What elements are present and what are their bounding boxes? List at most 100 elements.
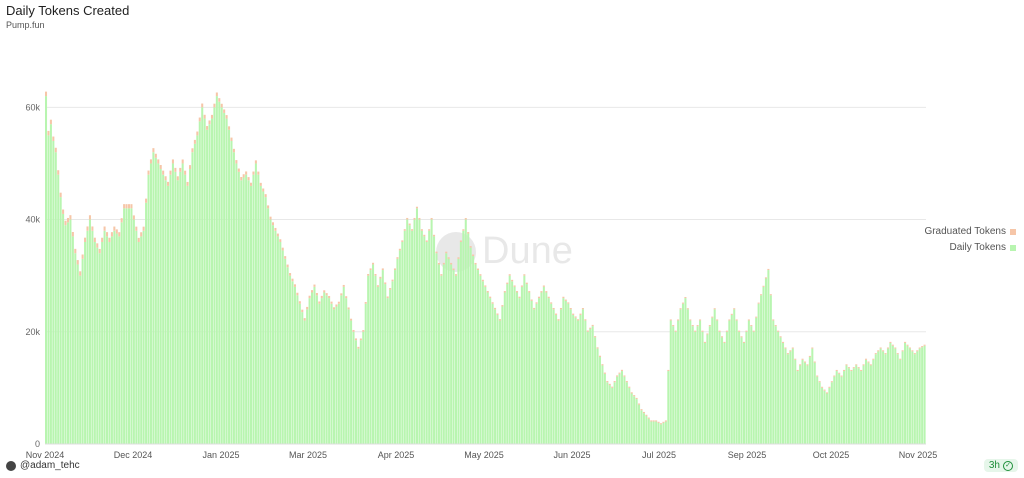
bar-daily bbox=[52, 141, 55, 444]
bar-graduated bbox=[777, 330, 780, 332]
bar-graduated bbox=[574, 316, 577, 318]
bar-daily bbox=[516, 292, 519, 444]
bar-daily bbox=[835, 371, 838, 444]
x-tick-label: Nov 2025 bbox=[899, 450, 938, 460]
bar-graduated bbox=[904, 341, 907, 343]
bar-daily bbox=[684, 298, 687, 444]
dune-watermark: Dune bbox=[436, 230, 573, 273]
bar-daily bbox=[433, 236, 436, 444]
bar-daily bbox=[635, 399, 638, 444]
bar-graduated bbox=[537, 296, 541, 299]
bar-daily bbox=[886, 348, 889, 444]
bar-daily bbox=[284, 258, 287, 444]
bar-daily bbox=[298, 303, 301, 444]
bar-graduated bbox=[206, 126, 209, 130]
bar-graduated bbox=[162, 170, 165, 175]
bar-graduated bbox=[750, 325, 753, 327]
bar-daily bbox=[201, 107, 204, 444]
bar-daily bbox=[398, 250, 401, 444]
bar-graduated bbox=[476, 268, 479, 271]
bar-daily bbox=[452, 270, 455, 444]
bar-graduated bbox=[462, 229, 465, 231]
bar-graduated bbox=[225, 115, 228, 119]
bar-graduated bbox=[752, 330, 755, 332]
bar-daily bbox=[384, 284, 387, 444]
bar-graduated bbox=[237, 168, 240, 172]
bar-daily bbox=[652, 421, 655, 444]
bar-daily bbox=[479, 275, 482, 444]
bar-graduated bbox=[391, 279, 394, 282]
bar-daily bbox=[655, 421, 658, 444]
bar-graduated bbox=[335, 304, 338, 307]
bar-graduated bbox=[511, 279, 514, 282]
bar-daily bbox=[657, 422, 660, 444]
bar-daily bbox=[123, 208, 126, 444]
x-tick-label: May 2025 bbox=[464, 450, 504, 460]
bar-graduated bbox=[406, 217, 409, 220]
bar-daily bbox=[738, 331, 741, 444]
bar-graduated bbox=[142, 226, 145, 231]
bar-graduated bbox=[267, 205, 270, 209]
bar-daily bbox=[250, 185, 253, 444]
bar-graduated bbox=[808, 355, 811, 358]
legend-swatch bbox=[1010, 228, 1016, 235]
bar-daily bbox=[362, 331, 365, 444]
bar-daily bbox=[369, 270, 372, 444]
bar-daily bbox=[181, 163, 184, 444]
bar-daily bbox=[206, 129, 209, 444]
bar-daily bbox=[630, 393, 633, 444]
bar-graduated bbox=[47, 130, 50, 136]
bar-daily bbox=[57, 174, 60, 445]
bar-graduated bbox=[852, 367, 855, 369]
legend-label: Graduated Tokens bbox=[924, 226, 1006, 237]
bar-daily bbox=[718, 331, 721, 444]
bar-daily bbox=[403, 230, 406, 444]
bar-graduated bbox=[633, 395, 636, 397]
bar-graduated bbox=[259, 182, 262, 186]
bar-daily bbox=[145, 202, 148, 444]
bar-daily bbox=[320, 298, 323, 444]
bar-daily bbox=[786, 354, 789, 444]
legend-item-daily[interactable]: Daily Tokens bbox=[924, 242, 1016, 253]
bar-graduated bbox=[171, 159, 174, 164]
bar-daily bbox=[618, 373, 621, 444]
bar-daily bbox=[584, 320, 587, 444]
bar-daily bbox=[184, 174, 187, 445]
bar-daily bbox=[76, 264, 79, 444]
bar-daily bbox=[423, 236, 426, 444]
bar-daily bbox=[586, 331, 589, 444]
bar-daily bbox=[91, 230, 94, 444]
bar-daily bbox=[811, 348, 814, 444]
bar-graduated bbox=[420, 229, 423, 231]
bar-graduated bbox=[210, 114, 213, 119]
bar-daily bbox=[494, 309, 497, 444]
freshness-badge[interactable]: 3h ✓ bbox=[983, 459, 1018, 472]
bar-daily bbox=[591, 326, 594, 444]
bar-graduated bbox=[79, 271, 82, 276]
bar-daily bbox=[708, 326, 711, 444]
bar-daily bbox=[96, 247, 99, 444]
bar-graduated bbox=[862, 364, 865, 366]
bar-graduated bbox=[586, 330, 589, 332]
bar-graduated bbox=[279, 239, 282, 242]
bar-graduated bbox=[623, 375, 626, 377]
legend-item-graduated[interactable]: Graduated Tokens bbox=[924, 226, 1016, 237]
bar-daily bbox=[918, 348, 921, 444]
bar-graduated bbox=[779, 336, 782, 338]
bar-graduated bbox=[328, 295, 331, 299]
bar-daily bbox=[379, 278, 382, 444]
author-link[interactable]: @adam_tehc bbox=[6, 460, 80, 471]
bar-graduated bbox=[725, 330, 728, 332]
bar-graduated bbox=[350, 318, 353, 321]
bar-daily bbox=[840, 376, 843, 444]
bar-daily bbox=[596, 348, 599, 444]
bar-graduated bbox=[794, 358, 797, 360]
bar-daily bbox=[476, 270, 479, 444]
bar-daily bbox=[552, 309, 555, 444]
bar-daily bbox=[152, 152, 155, 444]
bar-daily bbox=[274, 230, 277, 444]
bar-graduated bbox=[742, 341, 746, 343]
bar-daily bbox=[782, 343, 785, 444]
bar-daily bbox=[474, 264, 477, 444]
bar-daily bbox=[574, 317, 577, 444]
